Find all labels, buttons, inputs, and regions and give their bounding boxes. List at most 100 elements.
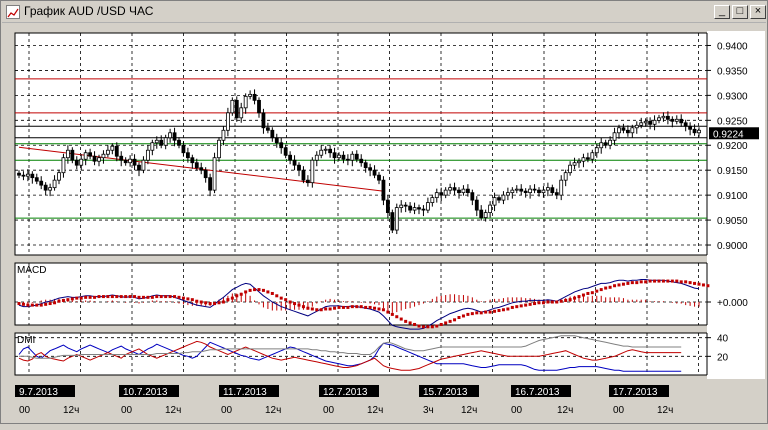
chart-area[interactable]: 0.9400 0.9350 0.9300 0.9250 0.9200 0.9150 0.91… [1, 23, 768, 425]
signal-marker [150, 295, 154, 299]
price-tick-label: 0.9150 [717, 166, 748, 177]
signal-marker [457, 316, 461, 319]
signal-marker [217, 301, 221, 305]
candle-body [381, 179, 386, 201]
candle-body [203, 169, 208, 179]
date-label: 10.7.2013 [123, 387, 168, 398]
candle-body [74, 159, 79, 166]
signal-marker [666, 279, 670, 283]
signal-marker [35, 303, 39, 307]
candle-body [145, 149, 150, 161]
candle-body [314, 154, 319, 161]
candle-body [252, 93, 257, 101]
close-icon: × [754, 5, 762, 17]
candle-body [150, 142, 155, 151]
candle-body [221, 129, 226, 141]
candle-body [408, 205, 413, 211]
candle-body [621, 127, 626, 131]
minimize-button[interactable]: _ [714, 5, 730, 19]
signal-marker [470, 312, 474, 316]
signal-marker [435, 324, 439, 328]
signal-marker [399, 317, 403, 321]
signal-marker [106, 295, 110, 299]
signal-marker [417, 324, 421, 328]
candle-body [199, 167, 204, 171]
signal-marker [675, 279, 679, 283]
candle-body [283, 147, 288, 156]
candle-body [510, 189, 515, 194]
candle-body [328, 148, 333, 154]
price-axis-background [707, 31, 765, 379]
candle-body [177, 139, 181, 146]
signal-marker [390, 312, 394, 316]
maximize-button[interactable]: □ [732, 5, 748, 19]
signal-marker [261, 288, 265, 292]
candle-body [670, 118, 675, 122]
signal-marker [93, 295, 97, 299]
signal-marker [328, 307, 332, 311]
candle-body [692, 128, 697, 134]
candle-body [550, 187, 555, 194]
candle-body [625, 129, 630, 134]
candle-body [225, 112, 230, 131]
signal-marker [57, 299, 61, 303]
signal-marker [186, 297, 190, 301]
price-tick-label: 0.9050 [717, 216, 748, 227]
candle-body [288, 154, 293, 161]
signal-marker [497, 309, 501, 313]
adx-line [19, 335, 682, 359]
candle-body [372, 169, 377, 176]
signal-marker [79, 296, 83, 300]
candle-body [110, 145, 115, 151]
candle-body [572, 162, 577, 166]
date-label: 15.7.2013 [423, 387, 468, 398]
signal-marker [26, 303, 30, 307]
dmi-tick-label: 20 [717, 352, 729, 363]
signal-marker [373, 306, 377, 310]
date-tag [219, 385, 279, 397]
candle-body [403, 204, 408, 207]
time-label: 12ч [265, 405, 281, 416]
plus-di-line [18, 341, 682, 372]
chart-window-icon [6, 5, 20, 19]
signal-marker [439, 322, 443, 326]
price-tick-label: 0.9300 [717, 91, 748, 102]
candle-body [137, 164, 141, 171]
signal-marker [195, 299, 199, 303]
date-label: 17.7.2013 [613, 387, 658, 398]
candle-body [399, 204, 404, 209]
candle-body [21, 174, 26, 177]
signal-marker [693, 281, 697, 285]
signal-marker [235, 294, 239, 298]
time-label: 00 [323, 405, 335, 416]
chart-svg[interactable]: 0.9400 0.9350 0.9300 0.9250 0.9200 0.9150 0.91… [1, 23, 768, 425]
signal-marker [528, 302, 532, 306]
title-bar[interactable]: График AUD /USD ЧАС _ □ × [2, 2, 766, 23]
signal-marker [75, 296, 79, 300]
candle-body [297, 164, 301, 171]
candle-body [332, 152, 337, 159]
candle-body [350, 153, 355, 161]
signal-marker [119, 295, 123, 299]
candle-body [688, 125, 693, 130]
candle-body [439, 192, 444, 196]
candle-body [341, 154, 346, 160]
signal-marker [608, 285, 612, 289]
macd-line [18, 279, 700, 330]
signal-marker [253, 288, 257, 292]
candle-body [305, 179, 310, 184]
signal-marker [639, 280, 643, 284]
candle-body [52, 179, 57, 189]
signal-marker [221, 300, 225, 304]
signal-marker [444, 321, 448, 325]
close-button[interactable]: × [750, 5, 766, 19]
candle-body [248, 93, 253, 97]
candle-body [541, 189, 546, 194]
signal-marker [44, 302, 48, 306]
candle-body [665, 115, 670, 120]
signal-marker [510, 305, 514, 309]
candle-body [617, 127, 621, 134]
candle-body [345, 158, 350, 161]
candle-body [105, 149, 110, 155]
signal-marker [475, 311, 479, 315]
